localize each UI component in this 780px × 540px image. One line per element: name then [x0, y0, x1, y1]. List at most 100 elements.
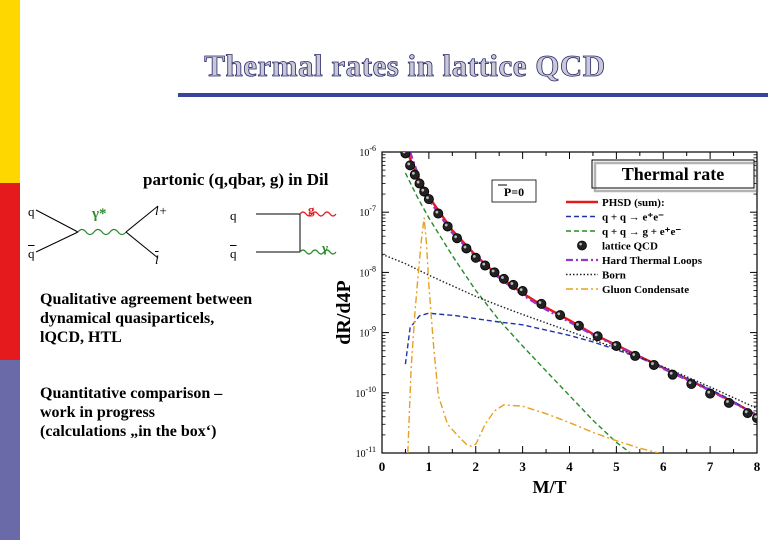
data-point [611, 340, 622, 351]
data-point [400, 152, 411, 159]
data-point [470, 252, 481, 263]
agreement-line: dynamical quasiparticels, [40, 310, 215, 327]
data-point-highlight [669, 371, 673, 375]
data-point-highlight [519, 288, 523, 292]
legend-title: Thermal rate [622, 164, 724, 184]
data-point-highlight [426, 196, 429, 200]
diagram-right-qbar-in: q [230, 246, 237, 261]
y-tick-label: 10-6 [359, 144, 376, 159]
data-point [742, 408, 753, 419]
y-tick-label: 10-11 [356, 445, 376, 460]
data-point [452, 233, 463, 244]
data-point [498, 273, 509, 284]
diagram-left-lepton-minus: l [155, 252, 159, 267]
diagram-right-gluon: g [308, 202, 315, 217]
data-point [414, 178, 425, 189]
legend-label: q + q → e⁺e⁻ [602, 212, 664, 224]
data-point [517, 286, 528, 297]
data-point-highlight [416, 180, 420, 184]
data-point-highlight [435, 210, 439, 214]
data-point [433, 208, 444, 219]
series-line [404, 172, 631, 453]
diagram-left-photon: γ* [92, 206, 107, 222]
legend-title-box [591, 159, 755, 189]
data-point [573, 320, 584, 331]
diagram-left-lepton-plus: l+ [155, 203, 168, 218]
data-point-highlight [557, 312, 561, 316]
x-axis-label: M/T [533, 477, 567, 495]
data-point [536, 298, 547, 309]
data-point-highlight [463, 245, 467, 249]
data-point-highlight [407, 162, 411, 166]
comparison-line: work in progress [40, 404, 155, 421]
x-tick-label: 0 [379, 459, 386, 474]
series-line [407, 217, 659, 453]
data-point-highlight [594, 333, 598, 337]
diagram-left-qbar-in: q [28, 246, 35, 261]
legend-title-shadow [593, 161, 759, 193]
data-point [592, 331, 603, 342]
x-tick-label: 1 [426, 459, 433, 474]
x-tick-label: 4 [566, 459, 573, 474]
data-point [409, 169, 420, 180]
data-point-highlight [491, 269, 495, 273]
data-point-highlight [576, 322, 579, 326]
x-tick-label: 3 [519, 459, 526, 474]
data-point [686, 379, 697, 390]
partonic-text: partonic (q,qbar, g) in Dil [143, 170, 328, 190]
comparison-line: (calculations „in the box‘) [40, 423, 217, 440]
data-point [705, 388, 716, 399]
data-point-highlight [726, 400, 729, 403]
data-point-highlight [744, 410, 748, 414]
data-point-highlight [472, 254, 476, 258]
data-point [396, 140, 405, 144]
legend-label: Hard Thermal Loops [602, 255, 703, 267]
data-point-highlight [538, 301, 542, 304]
data-point-highlight [501, 276, 504, 279]
x-tick-label: 6 [660, 459, 667, 474]
partonic-cut-label: Dil [306, 170, 329, 189]
comparison-text: Quantitative comparison – work in progre… [40, 384, 222, 441]
y-axis-label: dR/d4P [333, 280, 355, 344]
title-underline [178, 93, 768, 97]
y-tick-label: 10-9 [359, 325, 376, 340]
data-point [480, 260, 491, 271]
data-point-highlight [482, 262, 486, 266]
feynman-diagram-compton [256, 211, 337, 255]
data-point [508, 279, 519, 290]
y-tick-label: 10-8 [359, 264, 376, 279]
data-point-highlight [632, 353, 636, 356]
data-point-highlight [454, 235, 457, 239]
data-point [405, 160, 416, 171]
data-point-highlight [421, 188, 425, 192]
data-point-highlight [444, 223, 448, 227]
diagram-left-q-in: q [28, 204, 35, 219]
data-point-highlight [402, 152, 406, 154]
data-point [423, 194, 434, 205]
slide-title: Thermal rates in lattice QCD [204, 48, 606, 84]
data-point-highlight [707, 390, 711, 394]
y-tick-label: 10-10 [355, 385, 376, 400]
data-point [630, 350, 641, 361]
x-tick-label: 2 [473, 459, 480, 474]
legend-marker-highlight [579, 242, 582, 246]
data-point [752, 413, 757, 424]
legend-marker [577, 240, 587, 251]
series-line [404, 312, 757, 417]
data-point [555, 310, 566, 321]
data-point [442, 221, 453, 232]
legend-label: lattice QCD [602, 241, 658, 253]
y-tick-label: 10-7 [359, 204, 376, 219]
data-point-highlight [510, 282, 514, 285]
x-tick-label: 8 [754, 459, 761, 474]
agreement-line: Qualitative agreement between [40, 291, 253, 308]
data-point-highlight [651, 362, 654, 365]
data-point-highlight [754, 415, 757, 419]
legend-label: Gluon Condensate [602, 284, 689, 296]
x-tick-label: 5 [613, 459, 620, 474]
data-point-highlight [412, 171, 415, 175]
legend-label: q + q → g + e⁺e⁻ [602, 226, 681, 238]
side-band-red [0, 183, 20, 360]
data-point [667, 369, 678, 380]
feynman-diagram-annihilation [35, 205, 159, 259]
